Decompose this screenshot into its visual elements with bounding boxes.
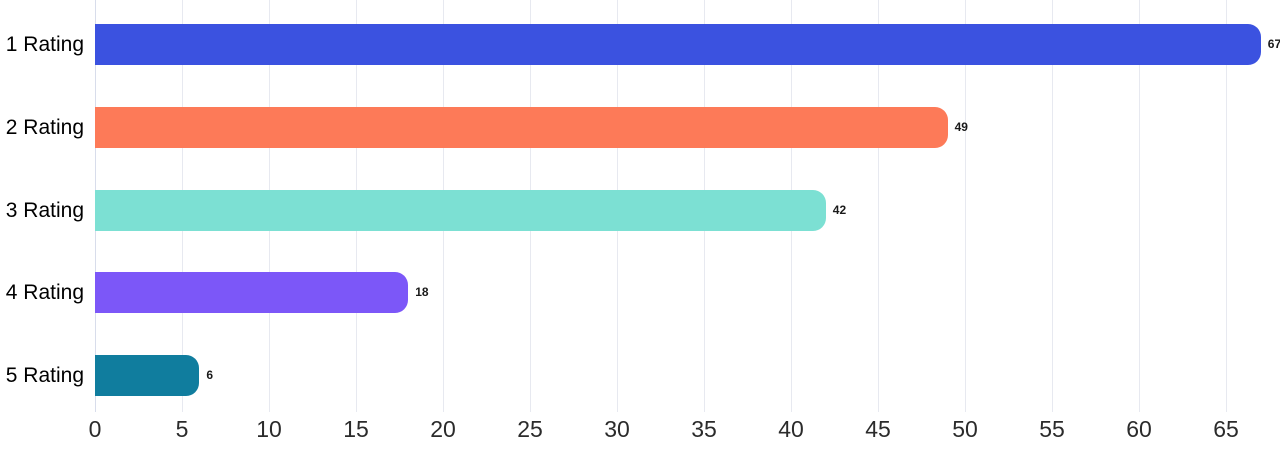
x-axis-tick-label: 35 [691, 416, 717, 442]
x-axis-tick-label: 50 [952, 416, 978, 442]
x-axis-tick-label: 55 [1039, 416, 1065, 442]
category-label: 3 Rating [5, 198, 84, 222]
value-label: 6 [206, 368, 214, 382]
x-axis-tick-label: 0 [88, 416, 102, 442]
x-axis-tick-label: 60 [1126, 416, 1152, 442]
category-label: 1 Rating [5, 33, 84, 56]
x-axis-tick-label: 40 [778, 416, 804, 442]
gridline [878, 0, 879, 412]
gridline [1052, 0, 1053, 412]
value-label: 49 [954, 119, 968, 134]
bar-2-rating [95, 106, 948, 148]
gridline [965, 0, 966, 412]
bar-3-rating [95, 189, 826, 231]
x-axis-tick-label: 45 [865, 416, 891, 442]
bar-4-rating [95, 272, 409, 314]
x-axis-tick-label: 10 [256, 416, 282, 442]
x-axis-tick-label: 25 [517, 416, 543, 442]
x-axis-tick-label: 30 [604, 416, 630, 442]
x-axis-tick-label: 65 [1213, 416, 1239, 442]
bar-5-rating [95, 355, 200, 396]
gridline [1139, 0, 1140, 412]
x-axis-tick-label: 15 [343, 416, 369, 442]
value-label: 67 [1267, 37, 1280, 51]
bar-1-rating [95, 24, 1261, 65]
category-label: 4 Rating [5, 281, 84, 305]
category-label: 5 Rating [5, 364, 84, 387]
value-label: 42 [832, 202, 847, 217]
x-axis-tick-label: 5 [175, 416, 189, 442]
category-label: 2 Rating [5, 115, 84, 139]
gridline [1226, 0, 1227, 412]
x-axis-tick-label: 20 [430, 416, 456, 442]
value-label: 18 [415, 285, 429, 300]
